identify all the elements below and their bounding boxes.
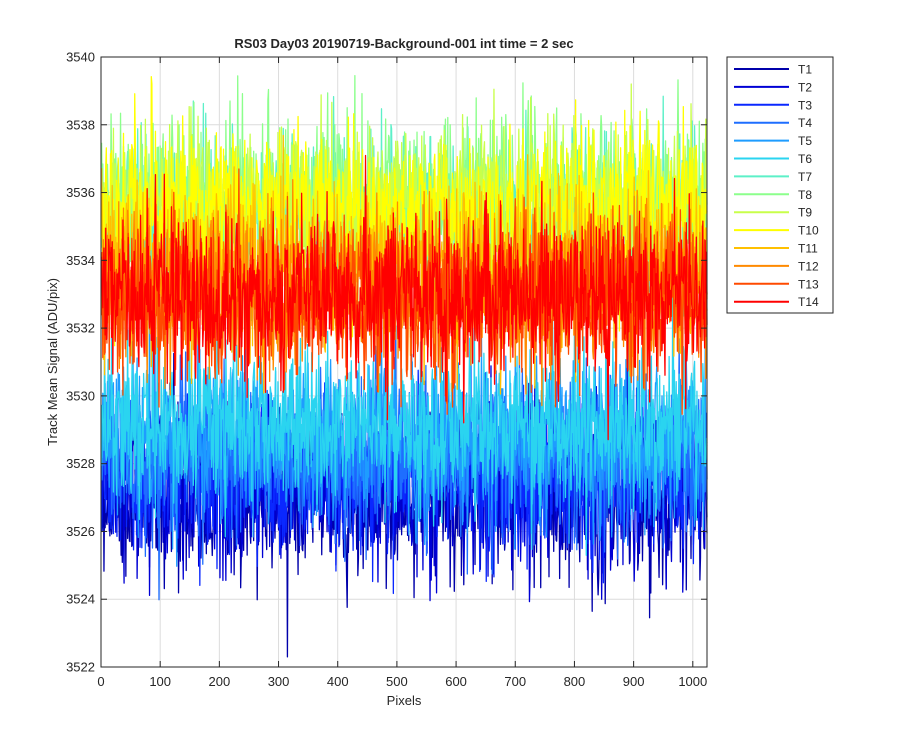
- axes-box: [100, 56, 708, 668]
- legend-label-t7: T7: [798, 170, 812, 184]
- legend-label-t13: T13: [798, 277, 819, 291]
- legend-label-t14: T14: [798, 295, 819, 309]
- series-layer: [100, 75, 708, 658]
- y-tick-label: 3534: [66, 253, 95, 268]
- legend-label-t8: T8: [798, 188, 812, 202]
- y-tick-label: 3522: [66, 660, 95, 675]
- series-line-t10: [100, 75, 708, 347]
- ticks: 0 100 200 300 400 500 600 700 800 900 1000 3522 3524…: [66, 50, 707, 690]
- y-tick-label: 3536: [66, 185, 95, 200]
- x-tick-label: 1000: [678, 674, 707, 689]
- legend[interactable]: T1 T2 T3 T4 T5 T6 T7 T8 T9 T10 T11 T12 T13 T14: [726, 56, 834, 314]
- x-tick-label: 200: [209, 674, 231, 689]
- legend-items: T1 T2 T3 T4 T5 T6 T7 T8 T9 T10 T11 T12 T13 T14: [734, 63, 819, 309]
- plot-area: 0 100 200 300 400 500 600 700 800 900 1000 3522 3524…: [66, 50, 708, 690]
- y-tick-label: 3524: [66, 592, 95, 607]
- y-tick-label: 3538: [66, 117, 95, 132]
- series-line-t14: [100, 154, 708, 441]
- legend-label-t11: T11: [798, 242, 818, 256]
- x-tick-label: 100: [149, 674, 171, 689]
- y-tick-label: 3528: [66, 456, 95, 471]
- legend-label-t2: T2: [798, 80, 812, 94]
- legend-label-t6: T6: [798, 152, 812, 166]
- y-tick-label: 3532: [66, 321, 95, 336]
- legend-label-t4: T4: [798, 116, 812, 130]
- x-tick-label: 500: [386, 674, 408, 689]
- chart-title: RS03 Day03 20190719-Background-001 int t…: [234, 36, 573, 51]
- series-line-t9: [100, 83, 708, 325]
- legend-label-t5: T5: [798, 134, 812, 148]
- series-line-t6: [100, 290, 708, 556]
- legend-label-t12: T12: [798, 259, 819, 273]
- legend-label-t1: T1: [798, 63, 812, 77]
- x-tick-label: 300: [268, 674, 290, 689]
- legend-label-t10: T10: [798, 224, 819, 238]
- x-tick-label: 700: [504, 674, 526, 689]
- x-tick-label: 900: [623, 674, 645, 689]
- series-line-t13: [100, 168, 708, 415]
- y-tick-label: 3526: [66, 524, 95, 539]
- x-tick-label: 400: [327, 674, 349, 689]
- y-axis-label: Track Mean Signal (ADU/pix): [45, 278, 60, 446]
- x-tick-label: 600: [445, 674, 467, 689]
- legend-box: [726, 56, 834, 314]
- y-tick-label: 3530: [66, 388, 95, 403]
- legend-label-t3: T3: [798, 98, 812, 112]
- x-tick-label: 800: [564, 674, 586, 689]
- x-axis-label: Pixels: [387, 693, 422, 708]
- y-tick-label: 3540: [66, 50, 95, 65]
- x-tick-label: 0: [97, 674, 104, 689]
- legend-label-t9: T9: [798, 206, 812, 220]
